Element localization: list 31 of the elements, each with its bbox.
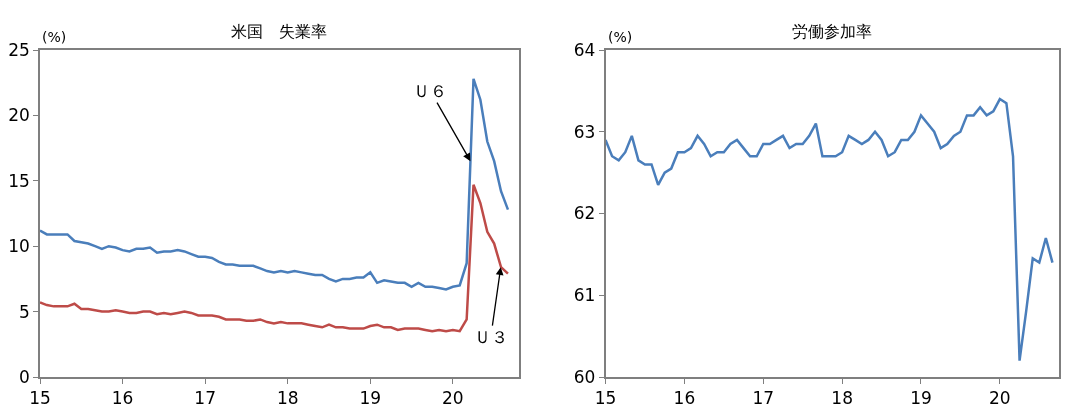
y-tick-label: 15 [8,170,30,191]
x-tick-label: 18 [831,388,853,409]
line-series [40,183,510,333]
y-tick-label: 5 [19,301,30,322]
x-tick-label: 17 [194,388,216,409]
y-tick-label: 20 [8,105,30,126]
x-tick-label: 17 [752,388,775,409]
y-tick-label: 62 [573,203,596,224]
x-tick-label: 19 [359,388,382,409]
chart-title: 米国 失業率 [231,22,327,41]
line-series [605,97,1054,362]
annotation: Ｕ３ [474,327,508,347]
x-tick-label: 20 [442,388,464,409]
x-tick-label: 16 [111,388,134,409]
line-series [40,77,510,291]
y-tick-label: 60 [573,366,596,387]
y-axis-title: (%) [42,29,67,45]
y-axis-title: (%) [608,29,633,45]
x-tick-label: 19 [910,388,932,409]
x-tick-label: 18 [276,388,299,409]
y-tick-label: 10 [8,236,30,257]
x-tick-label: 16 [673,388,696,409]
y-tick-label: 25 [8,39,30,60]
y-tick-label: 63 [573,121,596,142]
y-tick-label: 64 [573,39,596,60]
y-tick-label: 61 [573,285,596,306]
chart-title: 労働参加率 [792,22,872,41]
x-tick-label: 20 [989,388,1011,409]
y-tick-label: 0 [19,366,30,387]
annotation: Ｕ６ [413,81,447,101]
x-tick-label: 15 [594,388,617,409]
